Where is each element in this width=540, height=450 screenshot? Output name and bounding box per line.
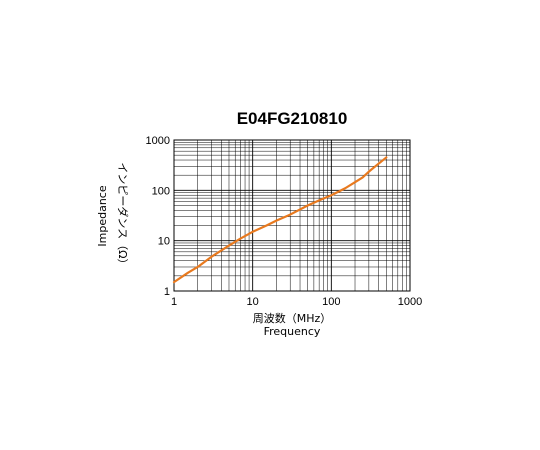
x-axis-label-en: Frequency bbox=[264, 325, 321, 338]
tick-labels: 1 10 100 1000 1 10 100 1000 bbox=[146, 135, 423, 308]
plot-frame bbox=[173, 139, 411, 292]
y-tick-label: 1 bbox=[164, 286, 170, 298]
y-axis-label: インピーダンス（Ω） bbox=[116, 162, 130, 269]
x-tick-label: 10 bbox=[247, 296, 259, 308]
series-layer bbox=[172, 156, 388, 284]
y-tick-label: 10 bbox=[158, 236, 170, 248]
impedance-series-line bbox=[172, 156, 388, 284]
grid bbox=[174, 140, 410, 291]
y-axis-label-group: インピーダンス（Ω） bbox=[116, 162, 130, 269]
y-tick-label: 1000 bbox=[146, 135, 170, 147]
chart-title: E04FG210810 bbox=[237, 109, 348, 128]
x-tick-label: 100 bbox=[322, 296, 340, 308]
y-axis-label-en-group: Impedance bbox=[96, 185, 109, 246]
x-tick-label: 1 bbox=[171, 296, 177, 308]
y-tick-label: 100 bbox=[152, 185, 170, 197]
x-tick-label: 1000 bbox=[398, 296, 422, 308]
y-axis-label-en: Impedance bbox=[96, 185, 109, 246]
x-axis-label: 周波数（MHz） bbox=[253, 312, 332, 325]
